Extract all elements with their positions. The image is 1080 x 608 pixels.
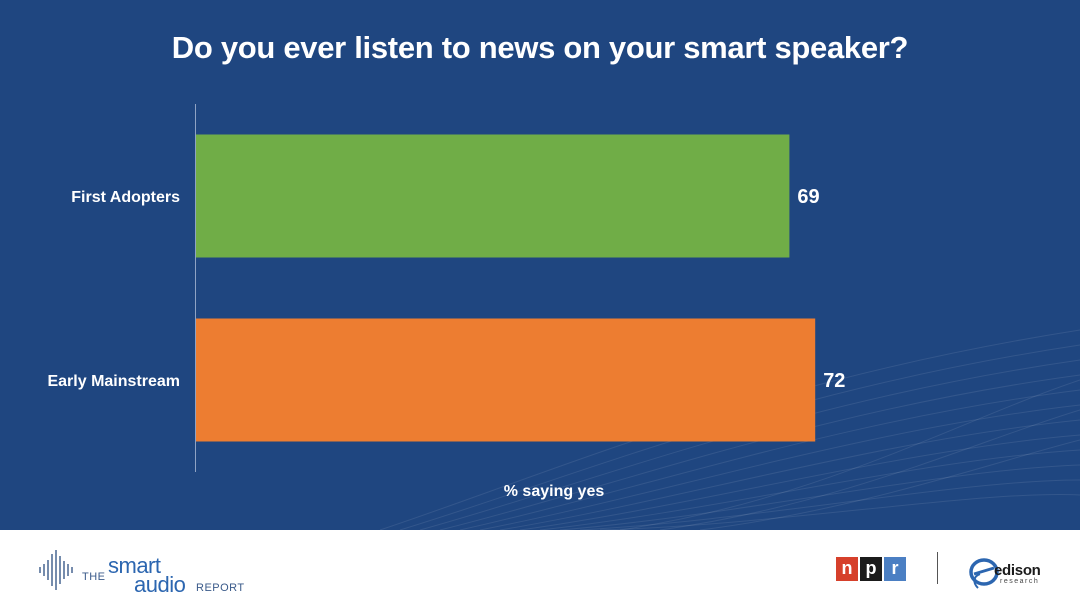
npr-letter-n: n	[836, 557, 858, 581]
npr-letter-p: p	[860, 557, 882, 581]
smart-audio-report-logo: THE smart audio REPORT	[38, 544, 268, 597]
bar-chart: 69 First Adopters 72 Early Mainstream % say…	[47, 104, 845, 500]
logo-divider	[937, 552, 938, 584]
edison-logo-text: edison	[994, 562, 1041, 579]
data-label-early-mainstream: 72	[823, 370, 845, 392]
logo-text-smart: smart	[108, 553, 161, 578]
npr-letter-r: r	[884, 557, 906, 581]
sound-wave-icon	[39, 550, 73, 590]
background-wave-pattern	[379, 329, 1080, 530]
bar-first-adopters	[196, 134, 790, 258]
category-label-first-adopters: First Adopters	[71, 189, 180, 206]
logo-text-audio: audio	[134, 572, 186, 597]
npr-logo: n p r	[836, 557, 906, 581]
footer-logos: THE smart audio REPORT n p r edison rese…	[0, 530, 1080, 608]
edison-logo-subtext: research	[1000, 578, 1040, 585]
edison-e-icon	[969, 558, 999, 589]
chart-slide: Do you ever listen to news on your smart…	[0, 0, 1080, 530]
x-axis-label: % saying yes	[504, 483, 605, 500]
data-label-first-adopters: 69	[797, 186, 819, 208]
logo-text-report: REPORT	[196, 582, 245, 594]
bar-early-mainstream	[196, 318, 816, 442]
chart-title: Do you ever listen to news on your smart…	[171, 30, 909, 65]
category-label-early-mainstream: Early Mainstream	[47, 373, 180, 390]
logo-text-the: THE	[82, 571, 106, 583]
